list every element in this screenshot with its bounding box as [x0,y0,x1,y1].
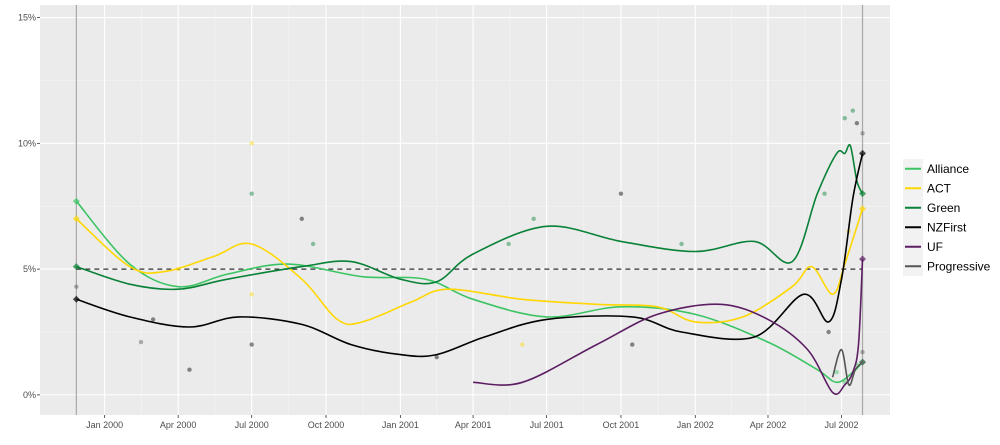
x-tick-label: Apr 2001 [455,420,492,430]
legend-label-progressive: Progressive [927,259,991,273]
election-result-marker [72,263,80,271]
legend-label-alliance: Alliance [927,162,969,176]
series-line-progressive [831,348,864,387]
poll-point [150,317,156,322]
poll-point [860,349,865,355]
x-tick-label: Oct 2000 [308,420,345,430]
series-lines [75,144,864,395]
poll-point [860,131,865,136]
poll-point [834,370,839,375]
poll-point [826,329,831,335]
poll-point [187,367,192,372]
series-line-alliance [75,200,864,384]
x-tick-label: Jan 2000 [86,420,123,430]
poll-point [249,191,254,196]
election-result-marker [72,295,80,303]
poll-point [531,216,536,222]
major-gridlines [40,5,890,415]
x-axis: Jan 2000 Apr 2000 Jul 2000 Oct 2000 Jan 2001… [86,415,859,430]
y-tick-label: 10% [18,138,36,148]
x-tick-label: Oct 2001 [603,420,640,430]
poll-point [249,292,254,297]
poll-point [299,216,304,222]
poll-point [506,241,511,247]
legend-label-green: Green [927,201,960,215]
series-line-uf [473,258,864,395]
poll-point [630,342,635,347]
legend-label-uf: UF [927,240,943,254]
legend: Alliance ACT Green NZFirst UF Progressive [903,159,991,276]
poll-point [249,342,254,347]
y-tick-label: 5% [23,264,36,274]
series-line-act [75,208,864,326]
poll-point [854,121,860,126]
x-tick-label: Jul 2000 [235,420,269,430]
y-axis: 0% 5% 10% 15% [18,13,40,400]
poll-point [310,241,316,247]
x-tick-label: Jul 2002 [825,420,859,430]
legend-key-background [903,159,923,276]
poll-point [434,354,439,360]
poll-point [842,115,847,121]
election-result-marker [859,149,867,157]
series-line-nzfirst [76,153,864,358]
x-tick-label: Jan 2001 [382,420,419,430]
poll-point [850,108,856,113]
x-tick-label: Apr 2002 [750,420,787,430]
poll-point [138,339,144,345]
poll-point [679,241,684,247]
x-tick-label: Apr 2000 [160,420,197,430]
poll-point [822,191,827,196]
y-tick-label: 0% [23,390,36,400]
poll-point [74,284,79,289]
y-tick-label: 15% [18,13,36,23]
poll-point [618,191,624,196]
x-tick-label: Jul 2001 [530,420,564,430]
series-line-green [76,144,864,291]
poll-point [520,342,525,347]
poll-point [249,141,254,146]
plot-panel [40,5,890,415]
legend-label-nzfirst: NZFirst [927,220,967,234]
legend-label-act: ACT [927,181,952,195]
x-tick-label: Jan 2002 [677,420,714,430]
